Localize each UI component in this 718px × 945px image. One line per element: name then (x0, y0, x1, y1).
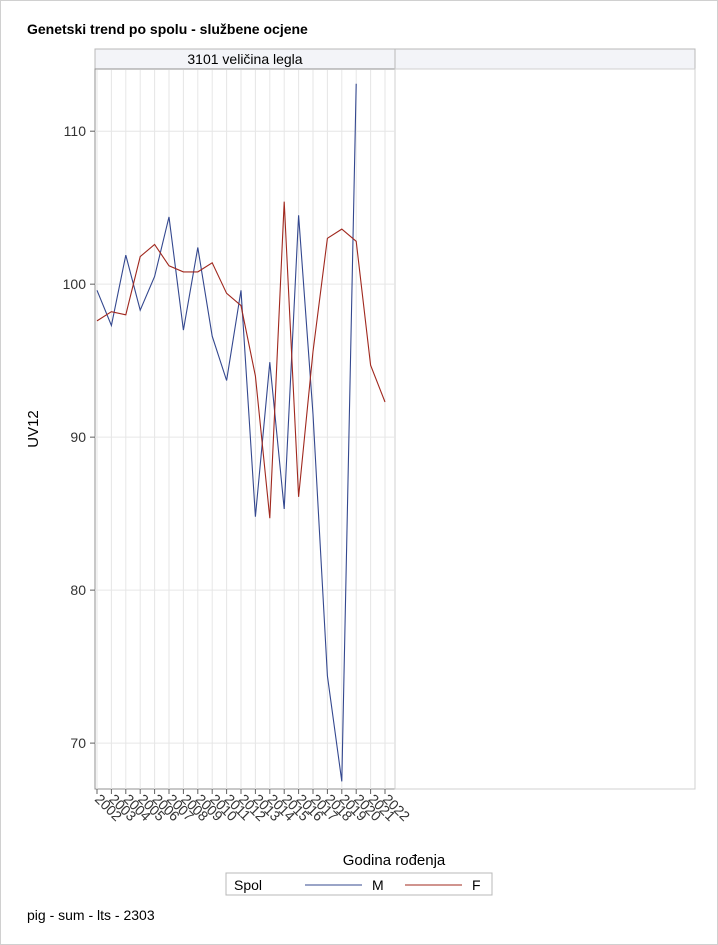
series-line-f (96, 201, 386, 519)
legend-box (225, 872, 493, 896)
chart-title: Genetski trend po spolu - službene ocjen… (27, 21, 308, 37)
panel-header-2 (394, 48, 696, 70)
y-tick-label: 90 (70, 429, 86, 445)
y-tick-label: 80 (70, 582, 86, 598)
empty-panel (394, 68, 696, 790)
y-tick-label: 70 (70, 735, 86, 751)
y-tick-label: 110 (64, 123, 87, 139)
y-axis-label: UV12 (25, 410, 42, 448)
legend-label-f: F (472, 877, 481, 893)
footer-note: pig - sum - lts - 2303 (27, 907, 155, 923)
plot-area (94, 68, 396, 790)
series-line-m (96, 83, 357, 782)
legend-title: Spol (234, 877, 262, 893)
y-tick-label: 100 (63, 276, 87, 292)
legend-label-m: M (372, 877, 384, 893)
panel-label: 3101 veličina legla (187, 51, 302, 67)
x-axis-label: Godina rođenja (343, 852, 446, 869)
